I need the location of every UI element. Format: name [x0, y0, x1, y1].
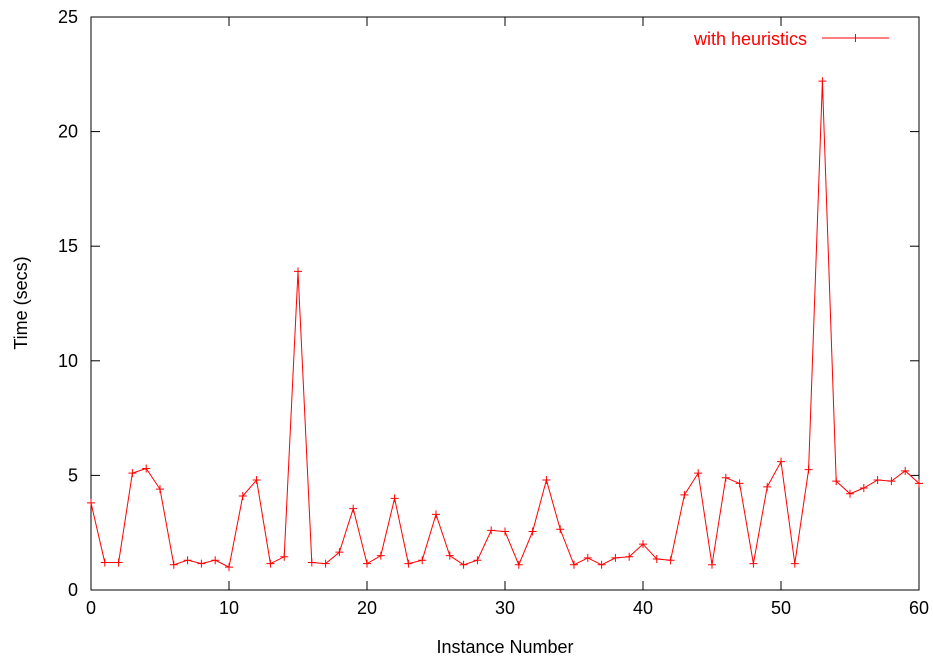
y-tick-label: 0: [68, 580, 78, 600]
data-point: [887, 477, 896, 486]
data-point: [749, 559, 758, 568]
data-point: [721, 473, 730, 482]
data-point: [418, 556, 427, 565]
data-point: [349, 504, 358, 513]
x-axis: 0 10 20 30 40 50 60: [86, 17, 929, 618]
data-point: [225, 563, 233, 572]
y-tick-label: 25: [58, 7, 78, 27]
data-point: [804, 465, 813, 474]
data-point: [100, 558, 109, 567]
data-point: [832, 477, 841, 486]
data-point: [639, 540, 647, 549]
data-point: [183, 556, 192, 565]
data-point: [790, 559, 799, 568]
data-point: [597, 560, 606, 569]
data-point: [859, 484, 868, 493]
data-point: [542, 475, 551, 484]
series-line: [90, 81, 920, 568]
data-point: [763, 482, 772, 491]
legend-label: with heuristics: [693, 29, 807, 49]
x-tick-label: 40: [633, 598, 653, 618]
data-point: [583, 553, 592, 562]
data-point: [114, 558, 123, 567]
data-point: [514, 560, 523, 569]
x-tick-label: 0: [86, 598, 96, 618]
y-tick-label: 10: [58, 351, 78, 371]
data-point: [252, 475, 261, 484]
x-tick-label: 60: [909, 598, 929, 618]
data-point: [404, 559, 413, 568]
x-axis-label: Instance Number: [436, 637, 573, 657]
data-point: [873, 475, 882, 484]
data-point: [915, 479, 923, 488]
y-axis-label: Time (secs): [11, 256, 31, 349]
data-point: [570, 560, 578, 569]
y-tick-label: 20: [58, 122, 78, 142]
data-point: [680, 490, 689, 499]
data-point: [556, 525, 565, 534]
data-point: [666, 556, 675, 565]
data-point: [818, 77, 827, 86]
data-point: [432, 510, 440, 519]
data-point: [652, 555, 661, 564]
data-point: [211, 556, 220, 565]
data-point: [473, 556, 482, 565]
data-point: [142, 464, 151, 473]
data-point: [376, 551, 385, 560]
y-tick-label: 15: [58, 236, 78, 256]
data-point: [87, 498, 95, 507]
x-tick-label: 30: [495, 598, 515, 618]
data-point: [238, 492, 247, 501]
data-point: [445, 551, 454, 560]
data-point: [487, 526, 496, 535]
data-point: [390, 494, 399, 503]
x-tick-label: 10: [219, 598, 239, 618]
data-point: [321, 559, 330, 568]
legend: with heuristics: [693, 29, 889, 49]
data-point: [294, 267, 302, 276]
x-tick-label: 50: [771, 598, 791, 618]
data-point: [846, 489, 854, 498]
x-tick-label: 20: [357, 598, 377, 618]
data-point: [501, 527, 509, 536]
data-point: [459, 560, 468, 569]
data-point: [169, 560, 178, 569]
data-point: [694, 469, 703, 478]
data-point: [266, 559, 275, 568]
data-point: [307, 558, 316, 567]
data-point: [708, 560, 716, 569]
data-point: [611, 553, 620, 562]
data-point: [128, 469, 137, 478]
data-point: [363, 559, 371, 568]
data-point: [528, 527, 537, 536]
data-point: [197, 559, 206, 568]
data-point: [735, 479, 744, 488]
plot-frame: [90, 16, 920, 591]
data-point: [901, 466, 910, 475]
series-layer: [87, 77, 923, 572]
data-point: [777, 457, 785, 466]
y-axis: 0 5 10 15 20 25: [58, 7, 919, 600]
data-point: [335, 548, 344, 557]
data-point: [156, 485, 164, 494]
data-point: [280, 552, 289, 561]
data-point: [625, 552, 634, 561]
legend-marker: [851, 34, 860, 42]
y-tick-label: 5: [68, 465, 78, 485]
